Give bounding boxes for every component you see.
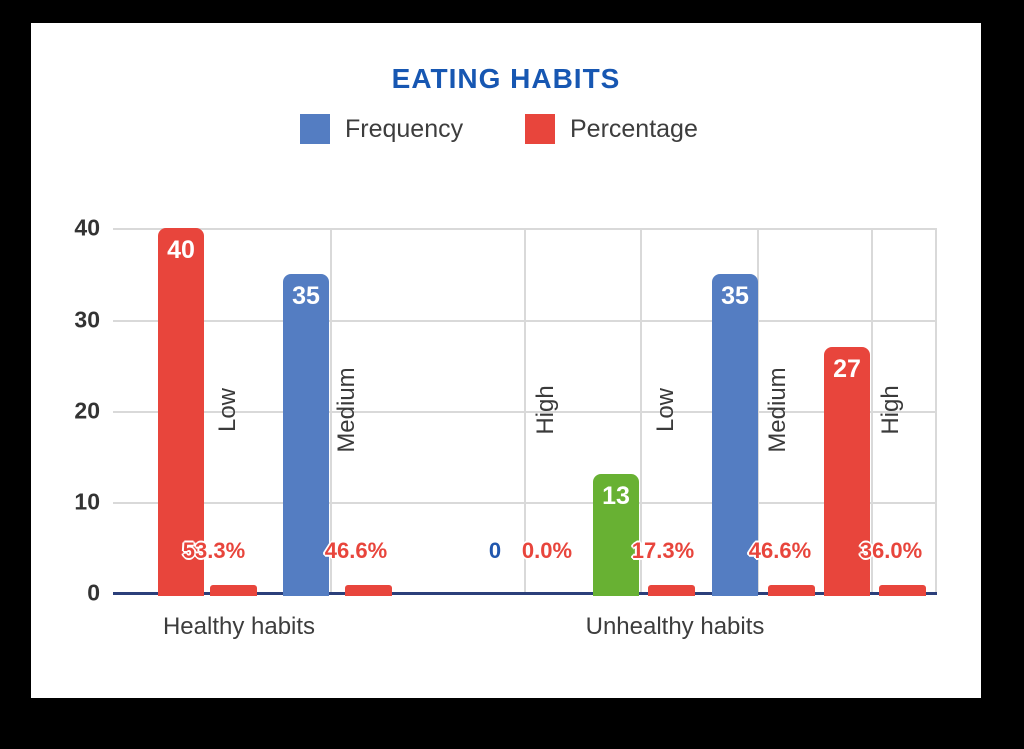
frequency-value-label: 35 <box>721 281 749 310</box>
category-label: Low <box>652 387 679 433</box>
frequency-value-label: 40 <box>167 236 195 264</box>
frequency-zero-label: 0 <box>488 538 502 563</box>
frequency-bar <box>283 273 329 596</box>
category-label: Medium <box>333 367 360 453</box>
y-axis-tick-label: 40 <box>74 214 100 241</box>
frequency-bar <box>824 346 870 596</box>
legend-item-percentage: Percentage <box>525 114 698 144</box>
legend-label-percentage: Percentage <box>570 114 698 143</box>
x-axis-group-label-unhealthy: Unhealthy habits <box>585 613 765 640</box>
percentage-bar <box>345 585 392 596</box>
frequency-value-label: 27 <box>833 354 861 383</box>
y-axis-tick-label: 10 <box>74 488 100 515</box>
x-axis-line <box>113 592 937 595</box>
percentage-value-label: 53.3% <box>182 538 246 563</box>
plot-area: 40 30 20 10 0 40 53.3% Low 35 46.6% Medium 0 0.0% Hig… <box>31 23 981 698</box>
y-axis-tick-label: 30 <box>74 306 100 333</box>
frequency-bar <box>593 474 639 596</box>
category-label: High <box>532 385 559 435</box>
frequency-bar <box>158 228 204 596</box>
percentage-bar <box>768 585 815 596</box>
percentage-swatch-icon <box>525 114 555 144</box>
percentage-value-label: 0.0% <box>521 538 573 563</box>
gridline-vertical <box>640 228 642 593</box>
category-label: Medium <box>764 367 791 453</box>
category-label: Low <box>214 387 241 433</box>
legend-label-frequency: Frequency <box>345 114 464 143</box>
gridline-vertical <box>330 228 332 593</box>
gridline-vertical <box>935 228 937 593</box>
frequency-swatch-icon <box>300 114 330 144</box>
percentage-bar <box>210 585 257 596</box>
frequency-value-label: 13 <box>602 482 630 511</box>
y-axis-tick-label: 0 <box>87 579 100 606</box>
percentage-bar <box>879 585 926 596</box>
chart-title: EATING HABITS <box>391 63 621 94</box>
percentage-value-label: 46.6% <box>324 538 388 563</box>
legend-item-frequency: Frequency <box>300 114 463 144</box>
percentage-bar <box>648 585 695 596</box>
chart-card: EATING HABITS Frequency Percentage 40 30 2… <box>31 23 981 698</box>
frequency-value-label: 35 <box>292 281 320 310</box>
category-label: High <box>877 385 904 435</box>
percentage-value-label: 17.3% <box>631 538 695 563</box>
percentage-value-label: 36.0% <box>859 538 923 563</box>
y-axis-tick-label: 20 <box>74 397 100 424</box>
x-axis-group-label-healthy: Healthy habits <box>162 613 316 640</box>
gridline-vertical <box>871 228 873 593</box>
gridline-vertical <box>757 228 759 593</box>
gridline-vertical <box>524 228 526 593</box>
percentage-value-label: 46.6% <box>748 538 812 563</box>
frequency-bar <box>712 273 758 596</box>
